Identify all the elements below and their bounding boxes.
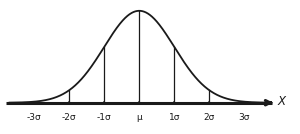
Text: -2σ: -2σ — [62, 113, 76, 122]
Text: -3σ: -3σ — [27, 113, 41, 122]
Text: 1σ: 1σ — [169, 113, 180, 122]
Text: 3σ: 3σ — [239, 113, 250, 122]
Text: μ: μ — [136, 113, 142, 122]
Text: X: X — [278, 95, 286, 108]
Text: -1σ: -1σ — [97, 113, 112, 122]
Text: 2σ: 2σ — [204, 113, 215, 122]
